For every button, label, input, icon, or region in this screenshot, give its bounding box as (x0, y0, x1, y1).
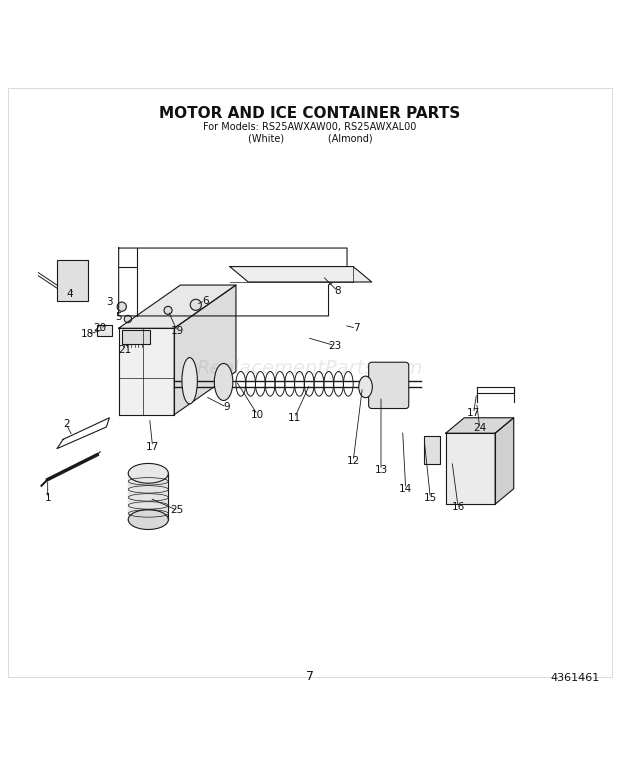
Text: 14: 14 (399, 484, 412, 494)
Ellipse shape (182, 357, 197, 404)
Polygon shape (118, 285, 236, 328)
Ellipse shape (164, 307, 172, 314)
Ellipse shape (359, 376, 373, 398)
Polygon shape (174, 285, 236, 415)
Text: 18: 18 (81, 329, 94, 339)
Text: 10: 10 (251, 410, 264, 420)
Text: 20: 20 (94, 323, 107, 333)
Text: 15: 15 (423, 493, 437, 503)
Text: MOTOR AND ICE CONTAINER PARTS: MOTOR AND ICE CONTAINER PARTS (159, 106, 461, 121)
Text: 8: 8 (334, 286, 341, 296)
Polygon shape (128, 473, 168, 519)
Text: 6: 6 (202, 296, 208, 306)
Ellipse shape (128, 463, 169, 483)
Text: 7: 7 (306, 670, 314, 683)
Ellipse shape (128, 510, 169, 530)
Text: 7: 7 (353, 323, 360, 333)
FancyBboxPatch shape (369, 362, 409, 409)
Text: 1: 1 (45, 493, 51, 503)
Text: 24: 24 (473, 424, 486, 433)
Ellipse shape (124, 315, 131, 323)
Bar (97, 324, 112, 335)
Text: 12: 12 (347, 456, 360, 466)
Ellipse shape (117, 302, 126, 311)
Bar (122, 330, 149, 344)
Text: 16: 16 (451, 502, 465, 512)
Text: 4: 4 (66, 289, 73, 300)
Ellipse shape (190, 300, 202, 310)
Text: 4361461: 4361461 (551, 673, 600, 683)
Bar (57, 261, 88, 300)
Text: 17: 17 (467, 409, 480, 418)
Text: For Models: RS25AWXAW00, RS25AWXAL00: For Models: RS25AWXAW00, RS25AWXAL00 (203, 122, 417, 132)
Bar (424, 436, 440, 464)
Ellipse shape (215, 363, 233, 400)
Text: 5: 5 (115, 311, 122, 321)
Text: 11: 11 (288, 413, 301, 423)
Polygon shape (495, 418, 514, 504)
Text: 13: 13 (374, 465, 388, 475)
Text: (White)              (Almond): (White) (Almond) (247, 134, 373, 144)
Polygon shape (446, 418, 514, 433)
Text: 2: 2 (63, 419, 69, 429)
Text: ReplacementParts.com: ReplacementParts.com (197, 359, 423, 378)
Text: 25: 25 (170, 505, 184, 516)
Text: 17: 17 (146, 441, 159, 452)
Polygon shape (230, 267, 372, 282)
Text: 23: 23 (328, 341, 342, 350)
Text: 3: 3 (106, 297, 113, 307)
Polygon shape (446, 433, 495, 504)
Polygon shape (118, 328, 174, 415)
Text: 9: 9 (223, 402, 230, 413)
Text: 19: 19 (170, 326, 184, 336)
Text: 21: 21 (118, 345, 131, 355)
